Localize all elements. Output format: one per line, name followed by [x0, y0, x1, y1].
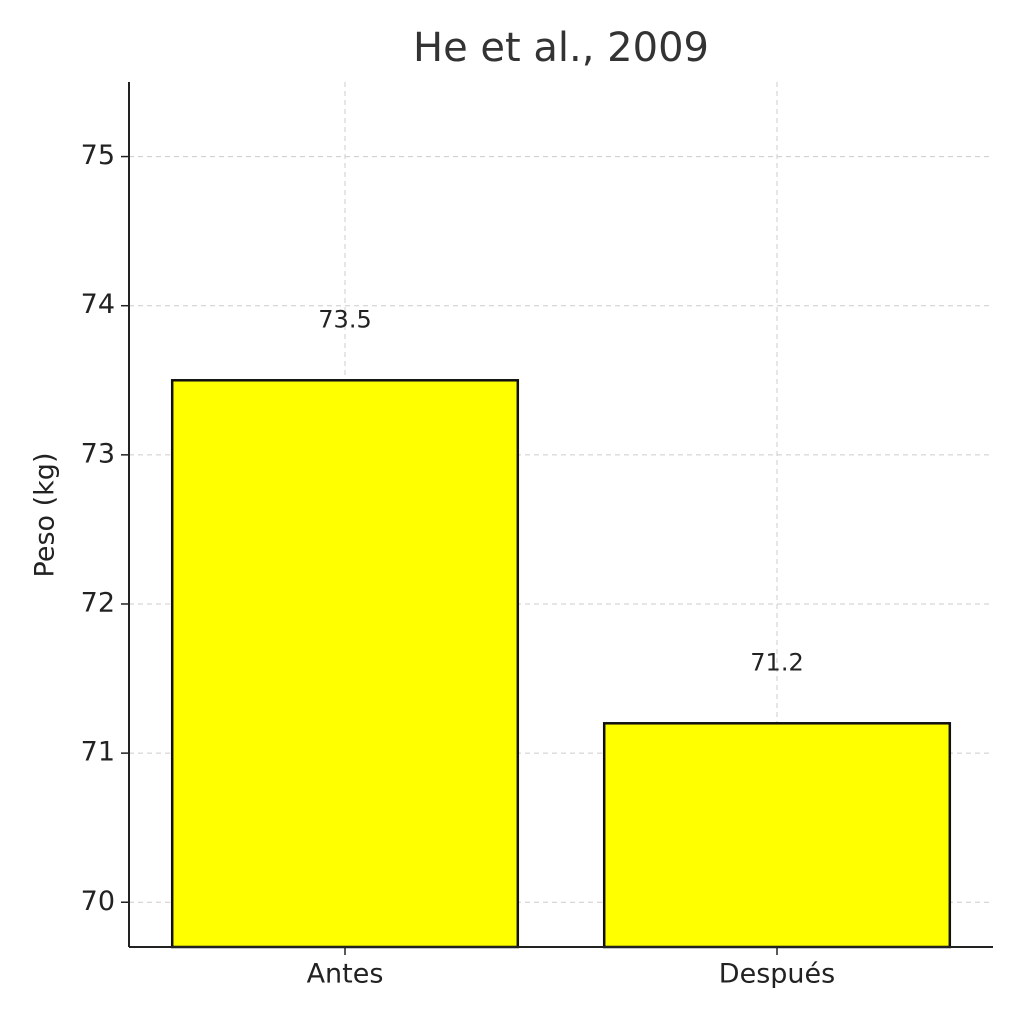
y-tick-label: 75: [81, 140, 115, 171]
bar: [170, 379, 520, 949]
y-tick-label: 70: [81, 886, 115, 917]
chart-title: He et al., 2009: [413, 25, 709, 71]
y-tick-label: 74: [81, 289, 115, 320]
y-tick-label: 72: [81, 587, 115, 618]
y-axis-label: Peso (kg): [30, 453, 61, 578]
y-tick-label: 71: [81, 737, 115, 768]
value-label: 73.5: [318, 305, 371, 333]
x-tick-label: Después: [719, 959, 835, 990]
bar: [602, 722, 952, 949]
x-tick-label: Antes: [307, 959, 384, 990]
y-tick-label: 73: [81, 438, 115, 469]
value-label: 71.2: [750, 648, 803, 676]
